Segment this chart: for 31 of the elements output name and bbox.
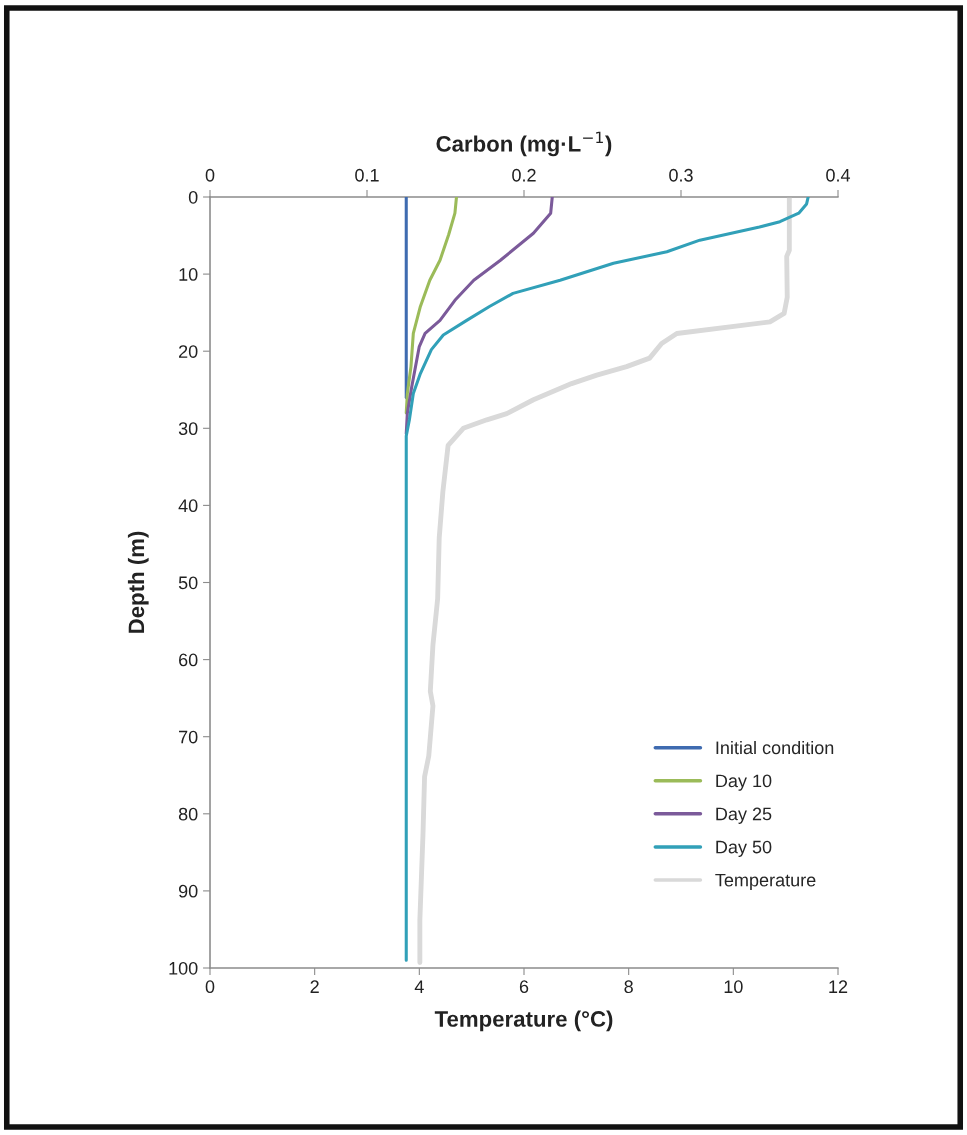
legend-label: Day 10 xyxy=(716,774,772,791)
x2-tick-label: 0.4 xyxy=(826,168,851,182)
legend-label: Day 50 xyxy=(716,840,772,857)
x2-tick-label: 0.1 xyxy=(355,168,379,182)
x-tick-label: 2 xyxy=(310,980,319,993)
x-tick-label: 8 xyxy=(624,980,633,994)
y-tick-label: 0 xyxy=(188,190,198,204)
y-tick-label: 80 xyxy=(178,807,198,821)
legend-label: Initial condition xyxy=(716,740,834,755)
x-tick-label: 0 xyxy=(205,980,215,994)
y-tick-label: 90 xyxy=(178,884,198,898)
x2-tick-label: 0 xyxy=(205,168,215,182)
legend-label: Day 25 xyxy=(716,807,772,824)
x-tick-label: 10 xyxy=(724,980,743,994)
x2-tick-label: 0.3 xyxy=(669,168,693,182)
x-tick-label: 4 xyxy=(414,980,424,993)
y-tick-label: 10 xyxy=(179,268,198,281)
y-tick-label: 70 xyxy=(179,730,198,744)
x-tick-label: 6 xyxy=(519,980,529,994)
x-axis-title: Temperature (°C) xyxy=(434,1010,613,1032)
y-tick-label: 30 xyxy=(178,422,198,436)
y-tick-label: 50 xyxy=(178,576,198,590)
y-tick-label: 100 xyxy=(169,961,198,975)
y-tick-label: 20 xyxy=(179,345,198,358)
x-tick-label: 12 xyxy=(829,980,848,993)
y-tick-label: 60 xyxy=(179,653,198,667)
y-axis-title: Depth (m) xyxy=(127,531,149,633)
x2-axis-title: Carbon (mg·L$^{−1}$) xyxy=(436,131,612,157)
legend-label: Temperature xyxy=(715,873,816,891)
y-tick-label: 40 xyxy=(178,499,198,513)
x2-tick-label: 0.2 xyxy=(512,168,536,182)
